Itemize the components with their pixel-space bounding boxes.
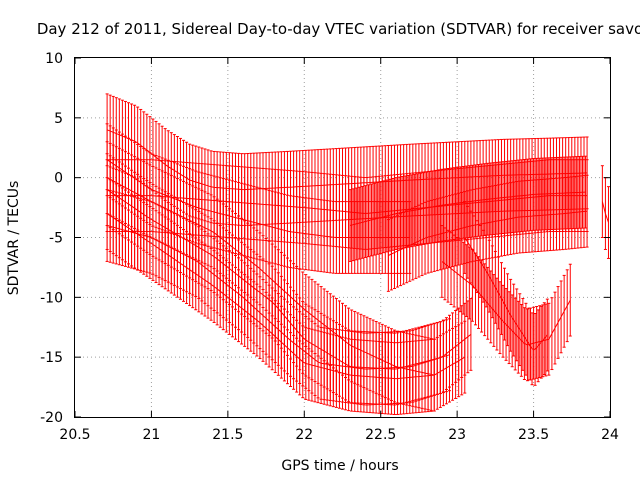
track-line	[106, 189, 472, 370]
y-axis-label: SDTVAR / TECUs	[6, 181, 22, 296]
y-tick-label: -10	[40, 290, 63, 306]
plot-frame	[74, 57, 611, 418]
x-tick-label: 21.5	[212, 427, 243, 443]
track-line	[106, 177, 435, 376]
data-layer	[105, 93, 610, 415]
y-tick-label: 0	[54, 171, 63, 187]
x-tick-label: 24	[601, 427, 619, 443]
tick-layer: 20.5 21 21.5 22 22.5 23 23.5 24 10 5 0 -5 -10 -15 -20	[40, 51, 619, 443]
x-axis-label: GPS time / hours	[281, 458, 398, 474]
x-tick-label: 22	[295, 427, 313, 443]
x-tick-label: 20.5	[59, 427, 90, 443]
y-tick-label: -20	[40, 410, 63, 426]
y-tick-label: -5	[49, 231, 63, 247]
y-tick-label: -15	[40, 350, 63, 366]
x-tick-label: 22.5	[365, 427, 396, 443]
chart-title: Day 212 of 2011, Sidereal Day-to-day VTE…	[37, 20, 640, 38]
track-line	[106, 129, 588, 191]
x-tick-label: 23.5	[518, 427, 549, 443]
y-tick-label: 5	[54, 111, 63, 127]
x-tick-label: 21	[143, 427, 161, 443]
track-line	[464, 237, 548, 350]
track-line	[107, 195, 588, 214]
track-line	[106, 213, 466, 380]
y-tick-label: 10	[45, 51, 63, 67]
x-tick-label: 23	[448, 427, 466, 443]
